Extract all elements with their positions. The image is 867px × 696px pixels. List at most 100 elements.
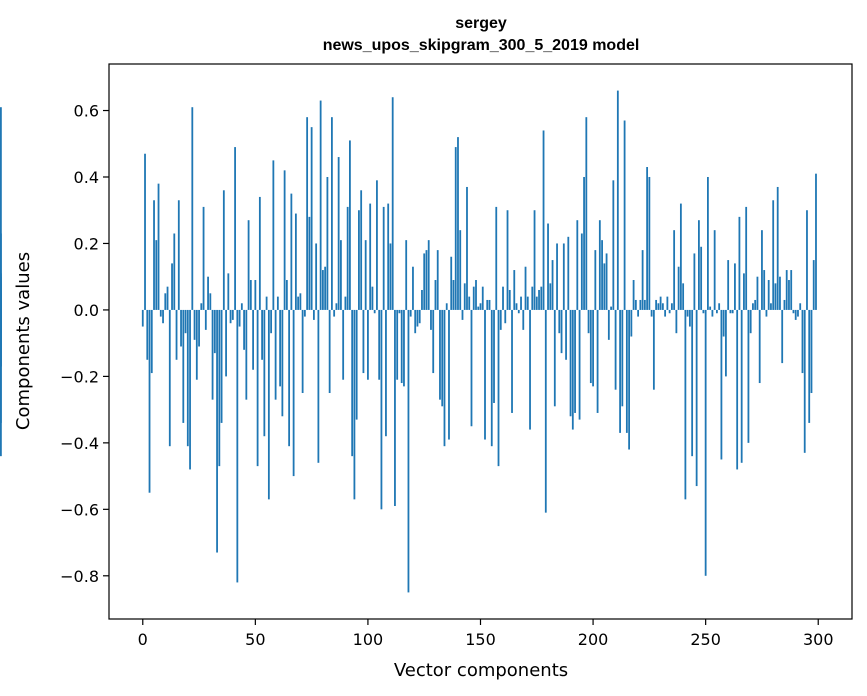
bar [522, 309, 525, 330]
bar [439, 309, 441, 400]
bar [349, 140, 351, 310]
bar [412, 266, 414, 310]
bar [486, 299, 489, 310]
bar [355, 309, 358, 420]
bar [668, 309, 671, 314]
bar [688, 309, 691, 327]
bar [394, 309, 396, 507]
bar [168, 309, 171, 447]
bar [484, 309, 486, 440]
bar [340, 240, 342, 310]
bar [806, 210, 808, 310]
bar [515, 303, 518, 310]
bar [596, 309, 599, 413]
bar [646, 167, 649, 310]
bar [459, 230, 462, 310]
bar [150, 309, 153, 374]
bar [175, 309, 178, 360]
bar [0, 309, 2, 367]
bar [788, 280, 790, 310]
bar [430, 309, 432, 330]
bar [558, 309, 561, 334]
bar [502, 286, 504, 310]
bar [209, 293, 212, 310]
bar [258, 196, 261, 310]
bar [236, 309, 239, 583]
bar [655, 299, 658, 310]
bar [707, 176, 709, 310]
bar [641, 250, 644, 310]
bar [182, 309, 185, 423]
bar [740, 309, 743, 463]
bar [198, 309, 200, 347]
bar [452, 280, 455, 310]
bar [531, 286, 534, 310]
bar [623, 120, 626, 310]
bar [648, 176, 651, 310]
bar [441, 309, 444, 407]
bar [616, 90, 619, 310]
bar [544, 309, 547, 513]
bar [549, 283, 552, 310]
bar [391, 97, 394, 310]
bar [202, 206, 205, 310]
bar [461, 309, 464, 320]
bar [454, 147, 457, 310]
x-tick-label: 100 [353, 630, 384, 649]
y-tick-label: −0.2 [60, 367, 99, 386]
bar [457, 137, 459, 310]
bar [288, 309, 291, 447]
bar [0, 309, 2, 457]
bar [803, 309, 806, 453]
bar [632, 280, 635, 310]
bar [801, 309, 804, 374]
bar [256, 309, 259, 467]
bar [664, 309, 667, 317]
bar [589, 309, 592, 384]
bar [488, 299, 491, 310]
bar [403, 309, 405, 387]
bar [290, 193, 293, 310]
bar [373, 309, 376, 314]
bar [765, 309, 768, 317]
bar [177, 200, 180, 310]
bar [779, 276, 781, 310]
bar [607, 309, 610, 340]
bar [353, 309, 356, 500]
bar [815, 173, 817, 310]
bar [243, 309, 245, 350]
bar [614, 309, 617, 390]
bar [520, 296, 522, 310]
bar [324, 266, 327, 310]
bar [727, 260, 730, 310]
bar [292, 309, 295, 477]
bar [736, 309, 739, 470]
bar [670, 303, 673, 310]
bar [396, 309, 399, 380]
bar [414, 309, 417, 334]
bar [173, 233, 176, 310]
bar [704, 309, 707, 576]
bar [308, 216, 311, 310]
bar [812, 260, 815, 310]
bar [294, 213, 297, 310]
bar [463, 283, 466, 310]
bar [749, 309, 752, 334]
bar [481, 286, 484, 310]
bar [542, 130, 545, 310]
bar [738, 216, 741, 310]
bar [312, 309, 315, 320]
chart-subtitle: news_upos_skipgram_300_5_2019 model [323, 37, 640, 54]
bar [423, 253, 426, 310]
bar [770, 303, 772, 310]
bar [479, 303, 482, 310]
bar-series [0, 90, 817, 593]
bar [144, 153, 146, 310]
bar [794, 309, 797, 320]
bar [571, 309, 574, 430]
bar [364, 240, 367, 310]
bar [490, 309, 493, 447]
bar [783, 299, 786, 310]
bar [625, 309, 628, 433]
bar [0, 107, 2, 310]
